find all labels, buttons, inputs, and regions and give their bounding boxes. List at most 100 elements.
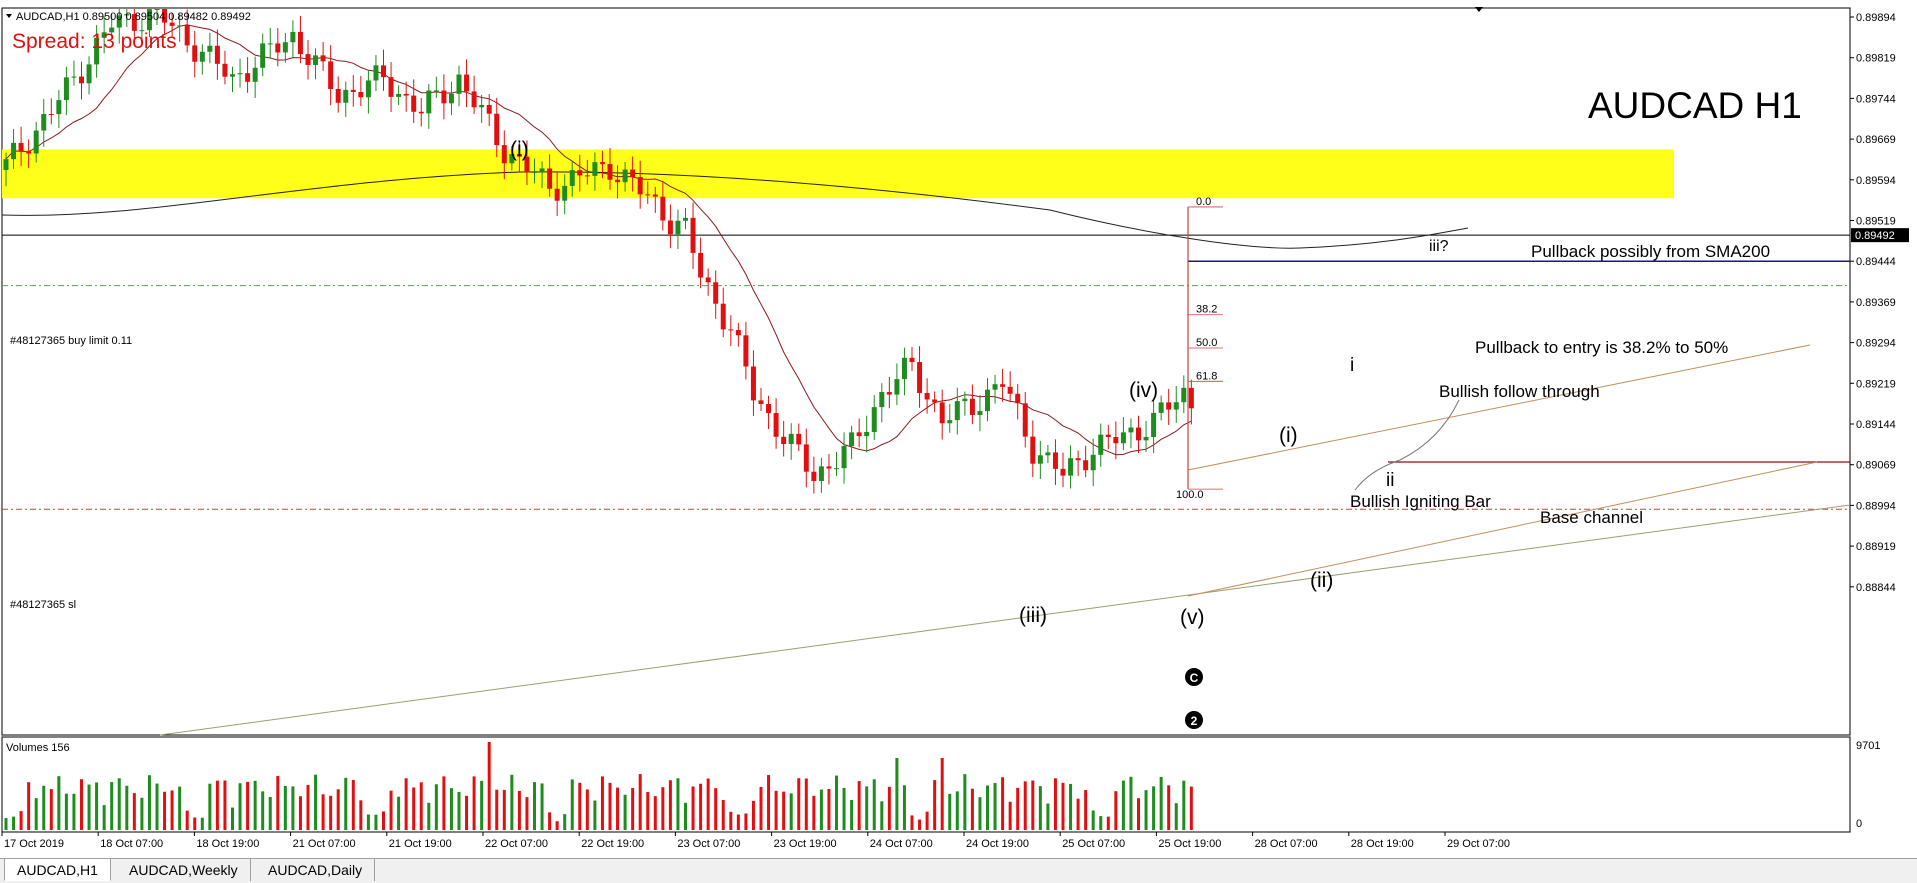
volume-bar [374, 814, 378, 830]
candle-body [116, 15, 122, 28]
marker-c-icon: C [1185, 668, 1203, 686]
tab-audcad-daily[interactable]: AUDCAD,Daily [256, 859, 376, 881]
candle-body [886, 392, 892, 395]
volume-bar [178, 786, 182, 830]
volume-bar [231, 807, 234, 830]
candle-body [448, 93, 454, 104]
candle-body [1083, 460, 1089, 471]
candle-body [48, 114, 54, 116]
candle-body [1166, 402, 1172, 410]
candle-body [539, 168, 545, 172]
candle-body [1000, 384, 1006, 387]
candle-body [1015, 393, 1021, 404]
volume-bar [963, 774, 967, 830]
candle-body [562, 185, 568, 201]
candle-body [985, 389, 990, 412]
volume-bar [1001, 777, 1005, 830]
volume-bar [699, 783, 703, 830]
volume-bar [1008, 801, 1012, 830]
x-tick-label: 25 Oct 19:00 [1158, 838, 1221, 850]
volume-bar [427, 802, 431, 830]
volume-bar [1023, 781, 1027, 830]
y-tick-label: 0.89144 [1856, 419, 1896, 431]
candle-body [788, 433, 794, 445]
channel-lower-line [1187, 461, 1818, 597]
wave-label-iii: (iii) [1019, 604, 1047, 627]
y-tick-label: 0.89069 [1856, 460, 1896, 472]
volume-bar [246, 781, 250, 830]
volume-bar [419, 782, 423, 830]
candle-body [33, 130, 39, 154]
volume-bar [993, 783, 997, 830]
x-tick-label: 23 Oct 07:00 [677, 838, 740, 850]
tab-audcad-weekly[interactable]: AUDCAD,Weekly [117, 859, 251, 881]
candle-body [320, 55, 326, 62]
volume-bar [49, 789, 53, 830]
candle-body [690, 217, 696, 253]
y-tick-label: 0.89744 [1856, 93, 1896, 105]
volume-bar [1038, 786, 1042, 830]
candle-body [1143, 437, 1149, 441]
buy-limit-line-label: #48127365 buy limit 0.11 [10, 335, 132, 347]
candle-body [917, 362, 923, 393]
candle-body [637, 177, 643, 195]
candle-body [131, 14, 137, 31]
x-tick-label: 29 Oct 07:00 [1447, 838, 1510, 850]
candle-body [894, 379, 900, 395]
volume-bars-group [4, 742, 1193, 830]
volume-bar [80, 779, 83, 830]
candle-body [162, 9, 168, 23]
candle-body [79, 76, 84, 84]
chart-big-title: AUDCAD H1 [1588, 85, 1802, 126]
wave-label-ii-micro: ii [1386, 470, 1394, 491]
candle-body [532, 171, 537, 173]
candle-body [977, 411, 983, 415]
annotation-base-channel: Base channel [1540, 508, 1643, 527]
candle-body [1181, 387, 1187, 403]
candle-body [615, 179, 621, 183]
candle-body [728, 329, 734, 331]
candle-body [750, 366, 756, 401]
volume-bar [570, 779, 574, 830]
candle-body [1007, 386, 1013, 394]
candle-body [622, 169, 628, 183]
candle-body [494, 113, 500, 146]
candle-body [11, 142, 17, 160]
candle-body [713, 282, 719, 304]
x-tick-label: 21 Oct 19:00 [389, 838, 452, 850]
volume-bar [42, 785, 46, 830]
fib-level-label: 100.0 [1176, 489, 1204, 501]
candle-body [901, 357, 907, 380]
volume-bar [1091, 810, 1095, 830]
candle-body [720, 303, 726, 330]
volume-bar [268, 796, 272, 830]
volume-bar [1061, 782, 1065, 830]
volume-bar [1076, 798, 1080, 830]
candle-body [554, 188, 560, 201]
candle-body [683, 217, 688, 221]
volume-bar [283, 785, 287, 830]
candle-body [856, 432, 862, 437]
candle-body [607, 164, 613, 180]
candle-body [154, 9, 160, 10]
volume-bar [691, 786, 695, 830]
volume-bar [631, 788, 635, 830]
tab-audcad-h1[interactable]: AUDCAD,H1 [4, 859, 111, 881]
volume-bar [895, 758, 899, 830]
candle-body [222, 63, 228, 77]
candle-body [962, 398, 968, 402]
candle-body [992, 384, 998, 390]
volume-bar [540, 783, 544, 830]
candle-body [101, 32, 107, 38]
x-tick-label: 28 Oct 07:00 [1255, 838, 1318, 850]
collapse-arrow-icon[interactable] [6, 14, 12, 18]
fib-level-label: 61.8 [1196, 370, 1217, 382]
volume-bar [480, 780, 484, 830]
volume-bar [147, 775, 151, 830]
wave-label-i-minor: (i) [510, 138, 529, 161]
volume-bar [789, 793, 793, 830]
candle-body [1090, 454, 1096, 471]
volume-bar [1016, 787, 1020, 830]
volume-bar [163, 791, 167, 830]
